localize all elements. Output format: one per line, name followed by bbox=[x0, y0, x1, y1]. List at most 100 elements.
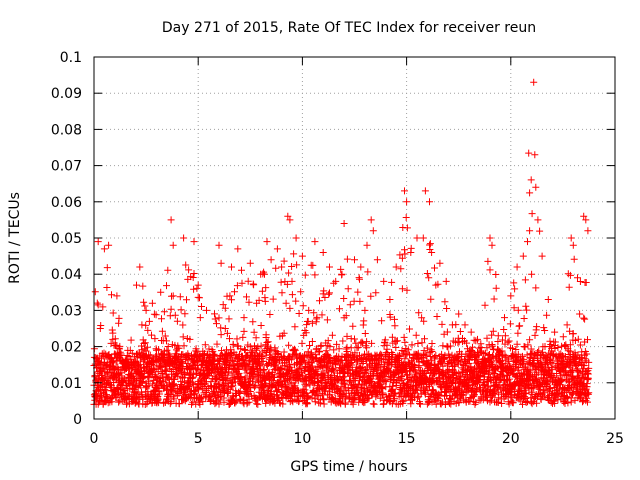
data-point bbox=[407, 244, 415, 252]
data-point bbox=[136, 263, 144, 271]
data-point bbox=[163, 346, 171, 354]
data-point bbox=[190, 270, 198, 277]
data-point bbox=[232, 398, 240, 406]
data-point bbox=[522, 302, 530, 310]
data-point bbox=[511, 285, 519, 293]
data-point bbox=[356, 297, 364, 305]
data-point bbox=[158, 315, 165, 323]
data-point bbox=[284, 212, 292, 220]
data-point bbox=[313, 313, 321, 321]
data-point bbox=[181, 310, 189, 318]
data-point bbox=[150, 357, 158, 364]
data-point bbox=[312, 367, 320, 375]
data-point bbox=[199, 398, 207, 406]
data-point bbox=[198, 303, 205, 310]
data-point bbox=[225, 315, 233, 323]
data-point bbox=[155, 399, 163, 407]
data-point bbox=[286, 363, 294, 371]
data-point bbox=[211, 315, 219, 323]
data-point bbox=[423, 270, 431, 277]
data-point bbox=[544, 296, 552, 303]
data-point bbox=[193, 348, 201, 356]
data-point bbox=[288, 291, 296, 299]
data-point bbox=[326, 263, 333, 271]
data-point bbox=[103, 284, 111, 291]
data-point bbox=[169, 241, 177, 249]
data-point bbox=[133, 281, 140, 289]
x-tick-label: 10 bbox=[293, 431, 311, 447]
data-point bbox=[234, 245, 242, 253]
y-tick-label: 0.01 bbox=[51, 376, 82, 392]
data-point bbox=[532, 183, 540, 191]
data-point bbox=[119, 378, 127, 386]
data-point bbox=[488, 241, 496, 249]
data-point bbox=[277, 278, 285, 286]
data-point bbox=[443, 305, 451, 312]
data-point bbox=[419, 234, 427, 242]
data-point bbox=[280, 348, 288, 356]
data-point bbox=[316, 348, 323, 356]
data-point bbox=[233, 282, 241, 290]
data-point bbox=[426, 240, 434, 248]
data-point bbox=[526, 189, 534, 197]
data-point bbox=[100, 349, 108, 357]
data-point bbox=[272, 264, 280, 272]
data-point bbox=[132, 358, 140, 366]
data-point bbox=[193, 284, 201, 292]
data-point bbox=[137, 382, 145, 390]
data-points bbox=[90, 78, 593, 408]
data-point bbox=[486, 234, 494, 242]
data-point bbox=[160, 399, 168, 407]
data-point bbox=[403, 198, 411, 206]
y-tick-label: 0.08 bbox=[51, 122, 82, 138]
data-point bbox=[436, 259, 444, 267]
data-point bbox=[406, 325, 413, 333]
data-point bbox=[291, 345, 298, 353]
data-point bbox=[489, 327, 497, 335]
data-point bbox=[94, 301, 102, 309]
data-point bbox=[259, 357, 267, 365]
data-point bbox=[561, 342, 569, 349]
data-point bbox=[179, 321, 187, 329]
data-point bbox=[528, 270, 536, 278]
data-point bbox=[108, 291, 115, 299]
data-point bbox=[372, 289, 380, 297]
data-point bbox=[455, 310, 463, 318]
data-point bbox=[438, 320, 446, 328]
data-point bbox=[445, 350, 453, 358]
data-point bbox=[292, 297, 300, 305]
data-point bbox=[217, 259, 225, 267]
data-point bbox=[470, 336, 478, 344]
data-point bbox=[216, 396, 224, 404]
data-point bbox=[182, 261, 190, 269]
data-point bbox=[346, 301, 354, 309]
data-point bbox=[254, 343, 262, 351]
data-point bbox=[360, 317, 368, 325]
data-point bbox=[304, 317, 312, 325]
data-point bbox=[148, 331, 155, 339]
data-point bbox=[584, 398, 591, 406]
data-point bbox=[311, 271, 319, 279]
data-point bbox=[104, 399, 112, 407]
data-point bbox=[269, 295, 277, 303]
data-point bbox=[336, 305, 343, 313]
data-point bbox=[582, 279, 590, 286]
data-point bbox=[262, 334, 270, 341]
data-point bbox=[582, 216, 590, 224]
data-point bbox=[109, 309, 117, 317]
data-point bbox=[97, 322, 105, 329]
data-point bbox=[241, 375, 248, 383]
data-point bbox=[513, 263, 521, 271]
x-tick-label: 5 bbox=[194, 431, 203, 447]
data-point bbox=[505, 337, 513, 345]
data-point bbox=[228, 383, 235, 391]
data-point bbox=[241, 346, 249, 354]
data-point bbox=[240, 314, 248, 322]
data-point bbox=[531, 331, 539, 339]
data-point bbox=[344, 285, 352, 293]
data-point bbox=[267, 256, 275, 264]
data-point bbox=[116, 342, 124, 350]
data-point bbox=[293, 360, 301, 368]
data-point bbox=[524, 238, 531, 246]
